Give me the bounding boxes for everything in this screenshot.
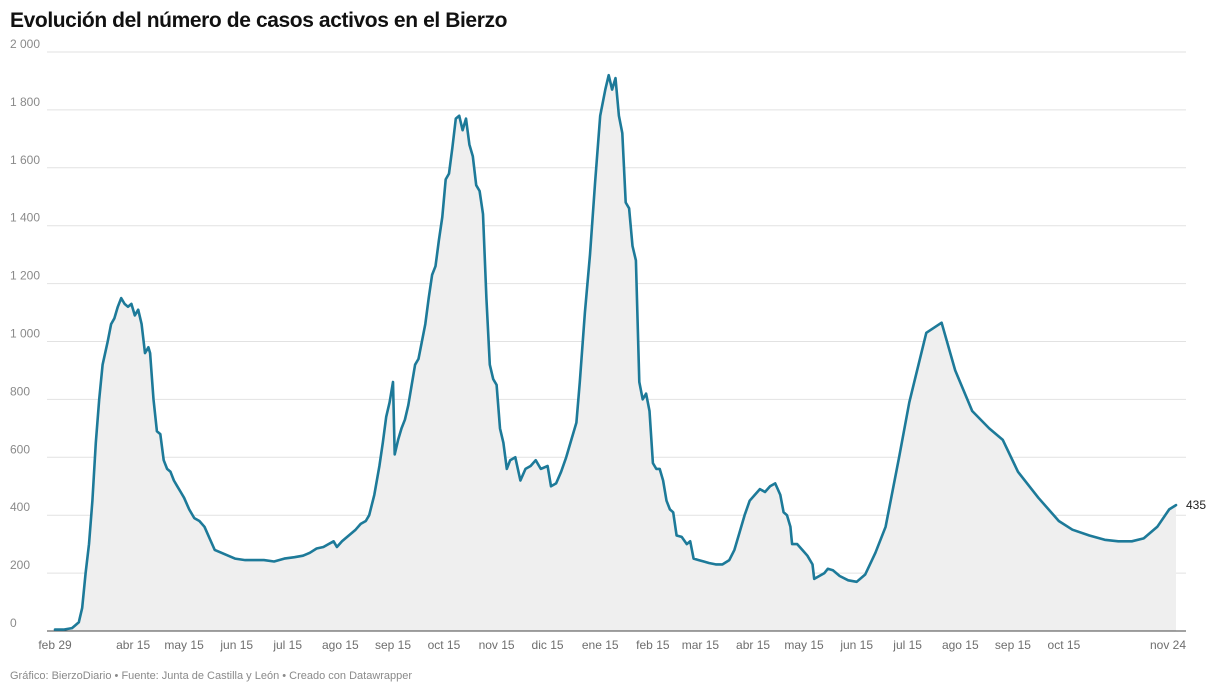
x-tick-label: may 15 [784, 638, 824, 652]
chart-footer: Gráfico: BierzoDiario • Fuente: Junta de… [10, 670, 413, 682]
end-value-label: 435 [1186, 498, 1206, 512]
area-fill [55, 75, 1176, 631]
x-tick-label: nov 15 [479, 638, 515, 652]
y-tick-label: 400 [10, 500, 30, 514]
y-tick-label: 0 [10, 616, 17, 630]
x-tick-label: nov 24 [1150, 638, 1186, 652]
y-tick-label: 1 800 [10, 95, 40, 109]
x-tick-label: feb 29 [38, 638, 72, 652]
x-tick-label: mar 15 [682, 638, 720, 652]
x-tick-label: abr 15 [116, 638, 150, 652]
y-tick-label: 800 [10, 384, 30, 398]
x-tick-label: oct 15 [1048, 638, 1081, 652]
x-tick-label: jun 15 [219, 638, 253, 652]
x-tick-label: ago 15 [322, 638, 359, 652]
y-tick-label: 200 [10, 558, 30, 572]
x-tick-label: feb 15 [636, 638, 670, 652]
y-tick-label: 1 000 [10, 327, 40, 341]
x-tick-label: ago 15 [942, 638, 979, 652]
y-tick-label: 600 [10, 442, 30, 456]
x-tick-label: jun 15 [839, 638, 873, 652]
y-tick-label: 1 400 [10, 211, 40, 225]
chart-title: Evolución del número de casos activos en… [10, 9, 507, 32]
x-tick-label: ene 15 [582, 638, 619, 652]
x-tick-label: sep 15 [995, 638, 1031, 652]
x-tick-label: jul 15 [272, 638, 302, 652]
series-line [53, 73, 1178, 631]
y-tick-label: 2 000 [10, 37, 40, 51]
y-tick-label: 1 600 [10, 153, 40, 167]
x-tick-label: oct 15 [428, 638, 461, 652]
x-tick-label: may 15 [164, 638, 204, 652]
y-tick-label: 1 200 [10, 269, 40, 283]
x-tick-label: dic 15 [532, 638, 564, 652]
x-tick-label: jul 15 [892, 638, 922, 652]
x-tick-label: sep 15 [375, 638, 411, 652]
x-tick-label: abr 15 [736, 638, 770, 652]
